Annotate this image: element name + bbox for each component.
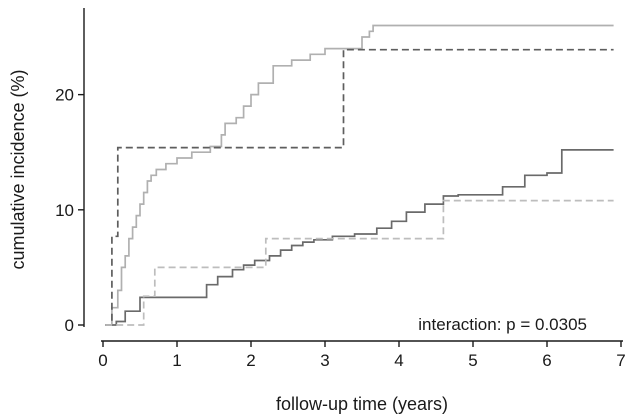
x-tick-label: 1 bbox=[172, 351, 181, 370]
x-tick-label: 2 bbox=[246, 351, 255, 370]
x-tick-label: 5 bbox=[468, 351, 477, 370]
y-tick-label: 20 bbox=[55, 86, 74, 105]
y-tick-label: 10 bbox=[55, 201, 74, 220]
x-axis-title: follow-up time (years) bbox=[276, 394, 448, 414]
x-tick-label: 0 bbox=[98, 351, 107, 370]
series-1-line bbox=[105, 24, 614, 326]
axes bbox=[83, 8, 623, 342]
x-tick-label: 4 bbox=[394, 351, 403, 370]
x-tick-label: 3 bbox=[320, 351, 329, 370]
series-2-line bbox=[105, 48, 614, 326]
y-tick-label: 0 bbox=[65, 316, 74, 335]
axis-ticks: 0 10 20 0 1 2 3 4 5 6 7 bbox=[55, 86, 626, 370]
series-3-line bbox=[105, 149, 614, 326]
x-tick-label: 6 bbox=[542, 351, 551, 370]
y-axis-title: cumulative incidence (%) bbox=[8, 69, 28, 269]
interaction-p-value-annotation: interaction: p = 0.0305 bbox=[418, 315, 587, 334]
x-tick-label: 7 bbox=[616, 351, 625, 370]
series-4-line bbox=[105, 199, 614, 326]
series-layer bbox=[105, 24, 614, 326]
